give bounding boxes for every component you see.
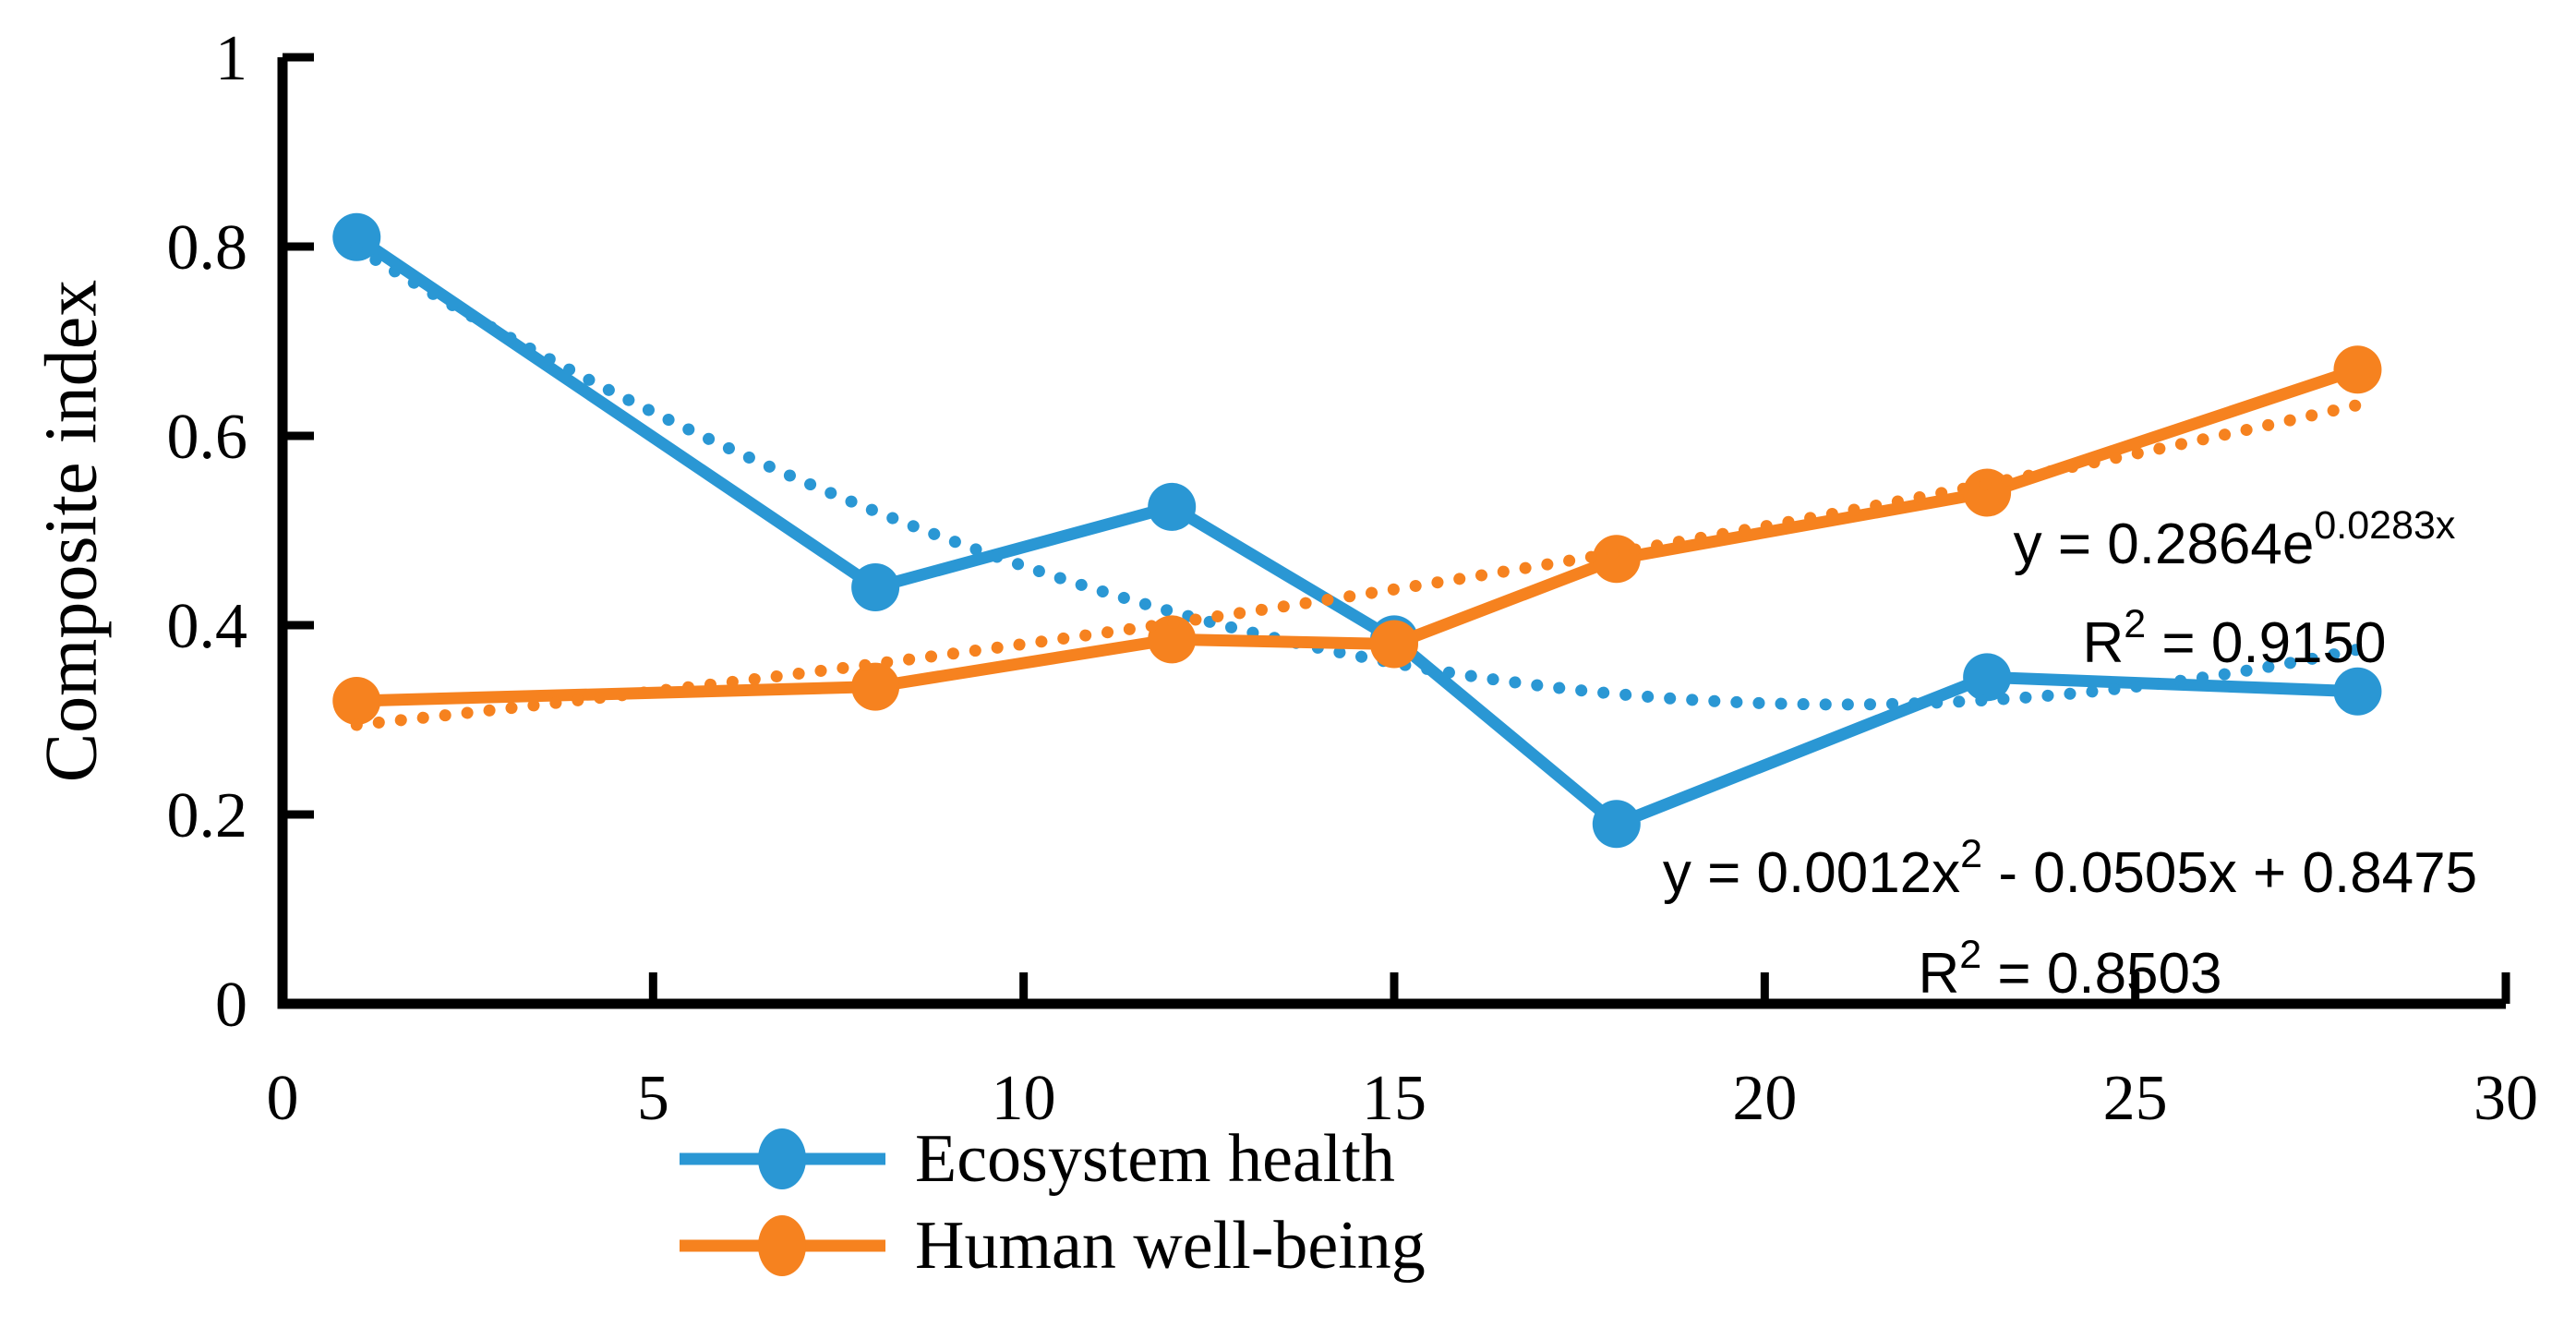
x-tick-label: 25 xyxy=(2103,1063,2168,1134)
legend-item-ecosystem-health: Ecosystem health xyxy=(674,1119,1426,1199)
trendline-r2-text: R2 = 0.9150 xyxy=(2082,602,2387,675)
legend-label: Ecosystem health xyxy=(915,1120,1395,1197)
x-tick-label: 30 xyxy=(2474,1063,2538,1134)
trendline-r2-text: R2 = 0.8503 xyxy=(1918,933,2222,1006)
y-tick-label: 0.8 xyxy=(167,212,248,283)
x-tick-label: 0 xyxy=(267,1063,299,1134)
y-tick-label: 0.2 xyxy=(167,780,248,851)
data-point-marker-ecosystem-health xyxy=(2333,667,2382,716)
data-point-marker-human-well-being xyxy=(332,677,381,725)
data-point-marker-human-well-being xyxy=(1370,620,1418,669)
data-point-marker-human-well-being xyxy=(851,662,900,711)
y-tick-label: 1 xyxy=(215,23,247,94)
data-point-marker-human-well-being xyxy=(2333,345,2382,394)
data-point-marker-human-well-being xyxy=(1963,468,2012,517)
legend-item-human-well-being: Human well-being xyxy=(674,1206,1426,1285)
y-tick-label: 0.4 xyxy=(167,591,248,662)
data-point-marker-ecosystem-health xyxy=(1963,653,2012,702)
y-tick-label: 0.6 xyxy=(167,402,248,473)
data-point-marker-ecosystem-health xyxy=(332,212,381,261)
x-tick-label: 15 xyxy=(1362,1063,1426,1134)
data-point-marker-ecosystem-health xyxy=(851,563,900,611)
data-point-marker-ecosystem-health xyxy=(1148,482,1197,531)
x-tick-label: 5 xyxy=(637,1063,669,1134)
y-axis-title: Composite index xyxy=(30,279,113,783)
trendline-equation-text: y = 0.0012x2 - 0.0505x + 0.8475 xyxy=(1662,832,2478,905)
trendline-dotted-human-well-being xyxy=(350,399,2364,731)
data-point-marker-human-well-being xyxy=(1148,615,1197,664)
trendline-equation-ecosystem-health: y = 0.0012x2 - 0.0505x + 0.8475 R2 = 0.8… xyxy=(1663,814,2477,1015)
data-point-marker-ecosystem-health xyxy=(1592,800,1641,849)
y-tick-label: 0 xyxy=(215,970,247,1041)
legend-key-line-marker xyxy=(680,1128,885,1189)
legend-label: Human well-being xyxy=(915,1207,1426,1284)
legend: Ecosystem health Human well-being xyxy=(674,1119,1426,1285)
legend-key-line-marker xyxy=(680,1215,885,1276)
data-point-marker-human-well-being xyxy=(1592,535,1641,584)
x-tick-label: 10 xyxy=(992,1063,1056,1134)
trendline-dotted-ecosystem-health xyxy=(350,242,2364,711)
x-tick-label: 20 xyxy=(1732,1063,1797,1134)
trendline-equation-human-well-being: y = 0.2864e0.0283x R2 = 0.9150 xyxy=(2014,486,2456,683)
trendline-equation-text: y = 0.2864e0.0283x xyxy=(2013,503,2456,576)
